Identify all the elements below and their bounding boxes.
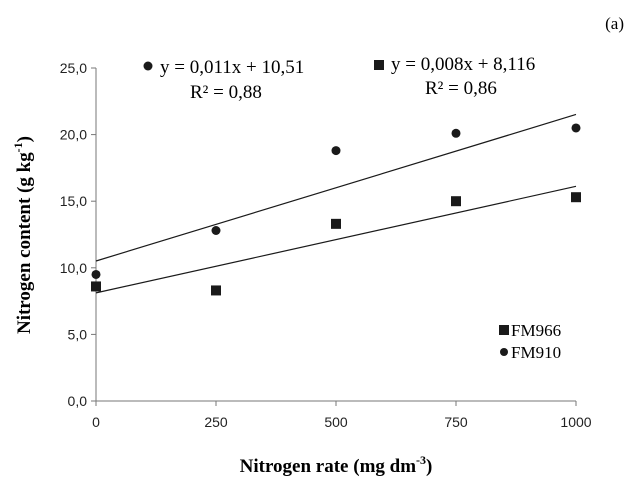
y-tick-label: 0,0	[68, 393, 88, 409]
panel-label: (a)	[605, 14, 624, 33]
x-axis-title-main: Nitrogen rate (mg dm	[240, 456, 417, 477]
trend-line-fm966	[95, 185, 577, 294]
equation-right-text: y = 0,008x + 8,116	[391, 54, 535, 75]
y-axis-title-tail: )	[14, 136, 35, 142]
x-axis-title-tail: )	[426, 456, 432, 477]
data-point-fm910	[331, 146, 341, 156]
data-point-fm966	[211, 285, 221, 296]
trend-lines	[95, 113, 577, 294]
equation-right-marker-icon	[374, 60, 384, 70]
y-axis-title-main: Nitrogen content (g kg	[14, 152, 35, 334]
y-tick-label: 25,0	[60, 60, 87, 76]
y-tick-label: 10,0	[60, 260, 87, 276]
legend-marker-circle-icon	[500, 348, 508, 356]
equation-annotation-right: y = 0,008x + 8,116 R² = 0,86	[374, 54, 535, 99]
data-point-fm910	[451, 128, 461, 138]
equation-left-marker-icon	[143, 61, 153, 71]
data-point-fm966	[331, 218, 341, 229]
data-point-fm910	[571, 123, 581, 133]
x-tick-label: 1000	[560, 414, 591, 430]
data-point-fm966	[451, 196, 461, 207]
data-points	[91, 123, 581, 296]
y-tick-label: 15,0	[60, 193, 87, 209]
equation-annotation-left: y = 0,011x + 10,51 R² = 0,88	[143, 57, 304, 103]
data-point-fm966	[571, 192, 581, 203]
tick-labels: 0,0 5,0 10,0 15,0 20,0 25,0 0 250 500 750 1000	[60, 60, 592, 430]
y-axis-title: Nitrogen content (g kg-1)	[11, 136, 35, 334]
y-axis-title-sup: -1	[11, 142, 25, 152]
equation-right-r2: R² = 0,86	[425, 78, 497, 99]
y-tick-label: 5,0	[68, 326, 88, 342]
x-axis-title-sup: -3	[416, 453, 426, 467]
x-axis-title: Nitrogen rate (mg dm-3)	[240, 453, 433, 477]
data-point-fm966	[91, 281, 101, 292]
legend-label-fm966: FM966	[511, 321, 561, 340]
data-point-fm910	[211, 226, 221, 236]
x-tick-label: 0	[92, 414, 100, 430]
x-tick-label: 750	[444, 414, 468, 430]
legend-label-fm910: FM910	[511, 343, 561, 362]
data-point-fm910	[91, 269, 101, 279]
x-tick-label: 500	[324, 414, 348, 430]
equation-left-r2: R² = 0,88	[190, 82, 262, 103]
legend: FM966 FM910	[499, 321, 561, 362]
plot-area	[91, 67, 577, 406]
x-tick-label: 250	[204, 414, 228, 430]
legend-marker-square-icon	[499, 325, 509, 335]
equation-left-text: y = 0,011x + 10,51	[160, 57, 304, 78]
y-tick-label: 20,0	[60, 127, 87, 143]
trend-line-fm910	[95, 113, 577, 262]
